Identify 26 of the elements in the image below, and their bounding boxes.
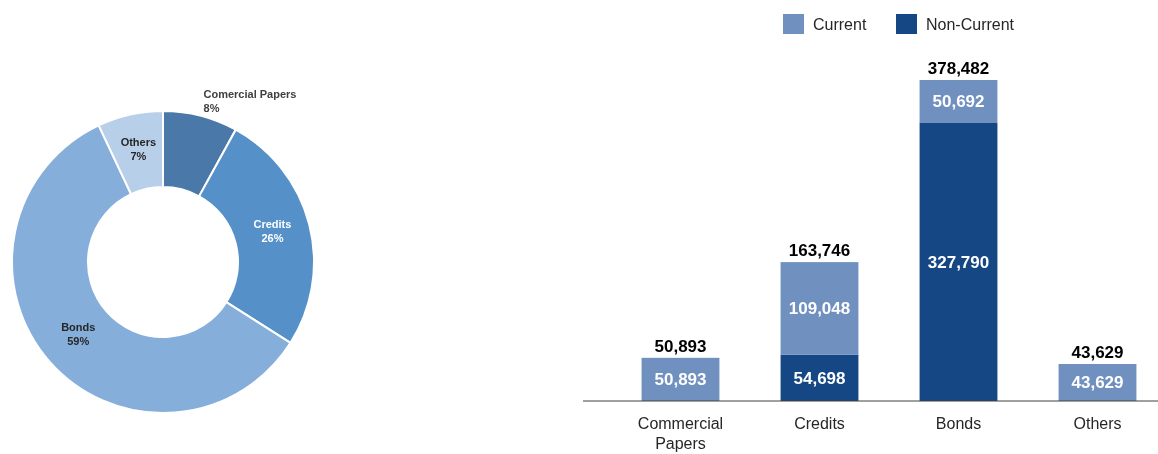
total-label: 43,629 <box>1071 343 1124 362</box>
data-label: 43,629 <box>1071 373 1124 393</box>
bar <box>919 122 998 401</box>
x-tick-label: Bonds <box>935 415 982 432</box>
data-label: 327,790 <box>927 253 990 272</box>
total-label: 50,893 <box>654 336 707 356</box>
x-tick-label: Others <box>1073 415 1122 432</box>
x-tick-label: Credits <box>794 415 845 432</box>
slice-label: Bonds <box>61 320 96 333</box>
slice-label: Comercial Papers <box>203 88 297 101</box>
legend-label: Non-Current <box>926 16 1015 33</box>
data-label: 109,048 <box>788 299 851 319</box>
data-label: 54,698 <box>793 368 846 388</box>
bar <box>780 262 859 355</box>
slice-label: Credits <box>253 217 292 230</box>
data-label: 7% <box>130 149 147 162</box>
data-label: 59% <box>67 334 90 347</box>
total-label: 378,482 <box>927 59 990 78</box>
x-tick-label: Commercial Papers <box>637 415 724 452</box>
data-label: 26% <box>261 231 284 244</box>
slice-label: Others <box>120 135 157 148</box>
data-label: 50,692 <box>932 92 985 112</box>
total-label: 163,746 <box>788 241 851 261</box>
data-label: 8% <box>203 102 220 115</box>
legend-label: Current <box>813 16 867 33</box>
data-label: 50,893 <box>654 370 707 390</box>
